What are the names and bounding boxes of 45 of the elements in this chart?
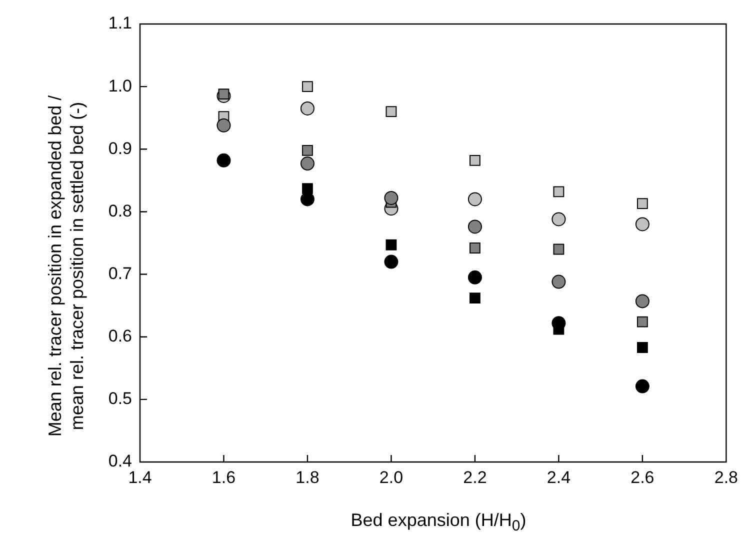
point: [635, 217, 650, 232]
point: [636, 316, 648, 328]
point: [302, 81, 313, 92]
point: [635, 294, 650, 308]
y-tick-label: 1.1: [108, 14, 132, 33]
point: [553, 186, 564, 198]
point: [384, 190, 398, 205]
x-tick-label: 1.6: [212, 468, 236, 487]
x-axis-title: Bed expansion (H/H$_{0}$): [350, 510, 528, 535]
point: [636, 198, 648, 210]
point: [553, 244, 564, 255]
point: [386, 106, 397, 118]
point: [300, 156, 314, 171]
point: [470, 154, 480, 166]
y-tick-label: 1.0: [108, 76, 132, 96]
point: [216, 153, 231, 168]
x-tick-label: 2.8: [714, 468, 738, 487]
point: [300, 192, 314, 206]
point: [302, 144, 313, 156]
point: [468, 192, 482, 206]
x-tick-label: 2.2: [463, 468, 487, 487]
y-tick-label: 0.8: [108, 201, 132, 220]
point: [470, 292, 480, 304]
x-tick-label: 2.6: [630, 468, 654, 487]
point: [300, 101, 314, 116]
point: [384, 254, 398, 269]
point: [636, 342, 648, 353]
y-axis-title: Mean rel. tracer position in expanded bed / mean rel. tracer position in settled bed (-): [44, 94, 88, 439]
point: [386, 239, 397, 250]
x-tick-label: 2.0: [379, 468, 404, 487]
point: [552, 274, 566, 289]
x-tick-label: 2.4: [546, 468, 571, 487]
point: [552, 212, 566, 226]
point: [635, 379, 650, 394]
point: [470, 242, 480, 254]
point: [218, 88, 230, 100]
y-tick-label: 0.9: [108, 138, 132, 158]
point: [216, 118, 231, 132]
x-tick-label: 1.8: [296, 468, 320, 487]
point: [468, 220, 482, 234]
y-tick-label: 0.5: [108, 389, 132, 408]
y-tick-label: 0.7: [108, 264, 132, 283]
y-tick-label: 0.6: [108, 326, 132, 346]
point: [302, 183, 313, 194]
point: [468, 270, 482, 284]
